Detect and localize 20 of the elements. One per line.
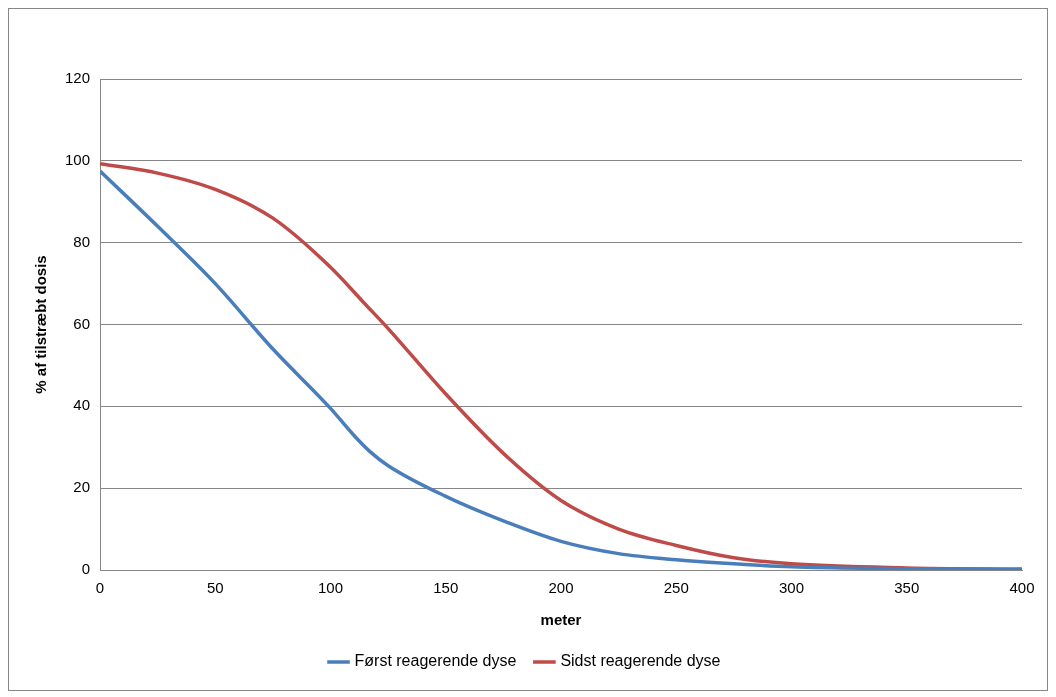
x-tick-label: 100 <box>318 579 344 597</box>
y-tick-label: 20 <box>73 478 91 496</box>
x-tick-label: 300 <box>778 579 805 597</box>
y-tick-label: 80 <box>73 232 91 250</box>
x-tick-label: 250 <box>663 579 689 597</box>
y-tick-label: 120 <box>65 69 91 87</box>
x-tick-label: 350 <box>894 579 920 597</box>
x-tick-label: 200 <box>548 579 574 597</box>
y-axis-title: % af tilstræbt dosis <box>32 255 50 394</box>
legend-label: Sidst reagerende dyse <box>560 652 721 670</box>
x-tick-label: 50 <box>206 579 224 597</box>
y-tick-label: 0 <box>81 560 91 578</box>
y-tick-label: 100 <box>65 150 91 168</box>
legend-label: Først reagerende dyse <box>354 652 517 670</box>
x-axis-title: meter <box>540 611 582 629</box>
x-tick-label: 400 <box>1009 579 1035 597</box>
y-tick-label: 60 <box>73 314 91 332</box>
y-tick-label: 40 <box>73 396 91 414</box>
x-tick-label: 0 <box>95 579 105 597</box>
x-tick-label: 150 <box>433 579 459 597</box>
